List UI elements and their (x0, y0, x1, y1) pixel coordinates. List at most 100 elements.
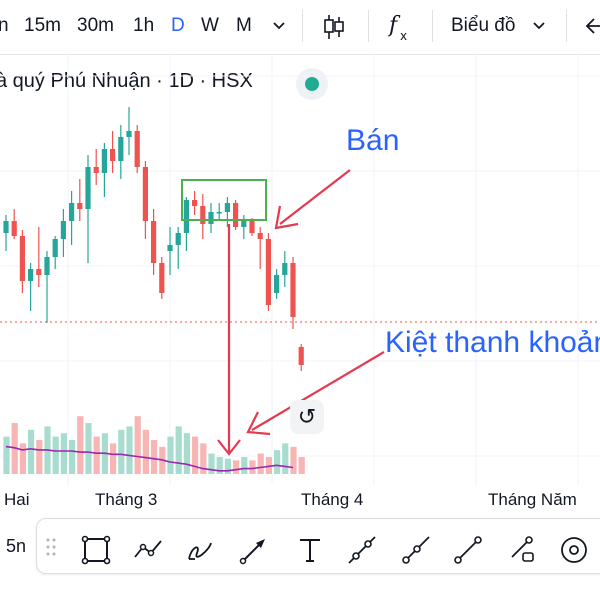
path-tool-icon[interactable] (133, 535, 163, 565)
interval-short-label[interactable]: 5n (6, 536, 27, 556)
candle (183, 197, 189, 251)
candle (110, 131, 116, 173)
candle (85, 155, 91, 263)
drawing-tools-panel (36, 518, 600, 574)
candle (290, 257, 296, 329)
candle-body (101, 149, 107, 173)
function-fx-icon[interactable]: f x (388, 12, 414, 42)
drag-handle-icon[interactable] (45, 537, 57, 557)
candle (200, 194, 206, 239)
chevron-down-icon[interactable] (272, 19, 286, 33)
interval-week-button[interactable]: W (201, 15, 219, 36)
volume-bar (77, 416, 84, 474)
price-chart[interactable] (0, 54, 600, 484)
market-status-indicator[interactable] (296, 68, 328, 100)
interval-1h-button[interactable]: 1h (133, 15, 155, 36)
illiquid-arrow (246, 351, 385, 436)
volume-bar (134, 416, 141, 474)
volume-bar (19, 443, 26, 474)
time-label: Hai (4, 490, 30, 509)
candle-body (224, 203, 230, 212)
interval-minutes-button[interactable]: n (0, 15, 9, 36)
sell-arrow (274, 169, 351, 230)
arrow-left-icon[interactable] (584, 16, 600, 36)
volume-bar (69, 440, 76, 474)
info-line-tool-icon[interactable] (507, 535, 537, 565)
target-tool-icon[interactable] (559, 535, 589, 565)
candle-body (274, 275, 280, 293)
candle (93, 149, 99, 185)
volume-bar (110, 443, 117, 474)
consolidation-box (181, 179, 267, 221)
volume-bar (265, 457, 272, 474)
candle-body (290, 263, 296, 317)
interval-month-button[interactable]: M (236, 15, 252, 36)
time-label: Tháng 4 (301, 490, 364, 509)
candle-body (69, 203, 75, 221)
interval-30m-button[interactable]: 30m (77, 15, 114, 36)
candle-body (233, 203, 239, 227)
bottom-strip (0, 576, 600, 600)
interval-15m-button[interactable]: 15m (24, 15, 61, 36)
volume-bar (274, 450, 281, 474)
volume-bar (93, 436, 100, 474)
volume-bar (126, 426, 133, 474)
candle (216, 203, 222, 221)
candle-body (298, 347, 304, 365)
volume-bar (241, 457, 248, 474)
drawing-toolbar: 5n (0, 514, 600, 576)
candle (159, 257, 165, 299)
volume-bar (142, 429, 149, 474)
volume-bar (28, 429, 35, 474)
reset-chart-button[interactable]: ↺ (290, 400, 324, 434)
candle (126, 107, 132, 155)
candlestick-icon[interactable] (322, 13, 346, 41)
candle (118, 125, 124, 179)
candle-body (249, 221, 255, 233)
candle-body (60, 221, 66, 239)
candle-body (183, 200, 189, 233)
candle-body (118, 137, 124, 161)
time-label: Tháng Năm (488, 490, 577, 509)
rectangle-tool-icon[interactable] (81, 535, 111, 565)
volume-bar (151, 440, 158, 474)
chart-type-chevron-icon[interactable] (532, 19, 546, 33)
volume-bar (282, 443, 289, 474)
volume-bar (216, 457, 223, 474)
candle-body (3, 221, 9, 233)
candle-body (265, 239, 271, 305)
volume-bar (192, 436, 199, 474)
text-tool-icon[interactable] (295, 535, 325, 565)
volume-bar (3, 436, 10, 474)
trend-line-tool-icon[interactable] (453, 535, 483, 565)
candle-body (77, 203, 83, 209)
candle (224, 197, 230, 227)
candle (142, 161, 148, 239)
candle (151, 209, 157, 275)
candle-body (175, 233, 181, 245)
volume-bar (249, 460, 256, 474)
ray-tool-icon[interactable] (401, 535, 431, 565)
candle (241, 215, 247, 239)
extended-line-tool-icon[interactable] (347, 535, 377, 565)
candle (298, 344, 304, 371)
candle (208, 203, 214, 233)
annotation-sell: Bán (346, 124, 400, 157)
candle (134, 125, 140, 173)
candle (175, 227, 181, 269)
candle (192, 191, 198, 215)
candle-body (85, 167, 91, 209)
interval-day-button[interactable]: D (171, 15, 185, 36)
candle (233, 200, 239, 230)
candle-body (126, 131, 132, 137)
svg-text:x: x (400, 29, 407, 42)
chart-type-label[interactable]: Biểu đồ (451, 15, 516, 36)
volume-bar (257, 453, 264, 474)
brush-tool-icon[interactable] (185, 535, 215, 565)
candle (52, 236, 58, 269)
candle-body (282, 263, 288, 275)
candle (274, 269, 280, 299)
volume-bar (298, 457, 305, 474)
arrow-tool-icon[interactable] (239, 535, 269, 565)
chart-grid (0, 54, 600, 484)
